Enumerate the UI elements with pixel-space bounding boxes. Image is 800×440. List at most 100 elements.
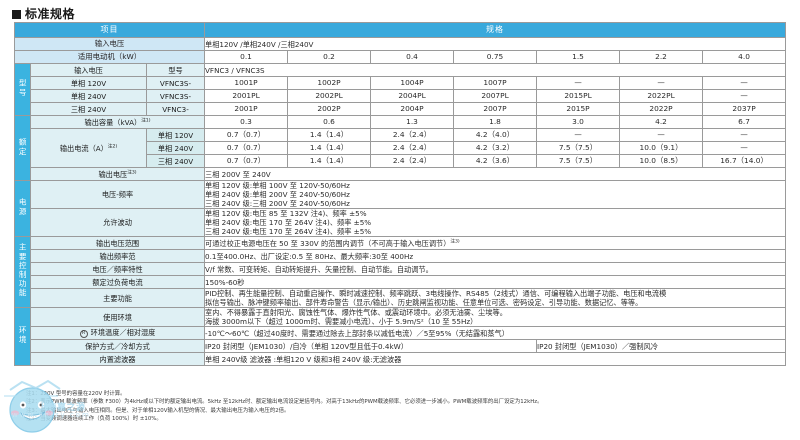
motor-kw-6: 4.0 [702,50,787,64]
capacity-1: 0.6 [287,115,372,129]
value-output-voltage: 三相 200V 至 240V [204,167,787,181]
row-protection-cooling: 保护方式／冷却方式 IP20 封闭型（JEM1030）/自冷（单相 120V型且… [15,339,787,353]
model-1p120-3: 1007P [453,76,538,90]
row-output-voltage: 输出电压注3) 三相 200V 至 240V [15,167,787,181]
model-1p120-4: — [536,76,621,90]
label-output-voltage-range: 输出电压范围 [29,236,206,250]
motor-kw-2: 0.4 [370,50,455,64]
cur-1p240-6: — [702,141,787,155]
value-operating-environment: 室内、不得暴露于直射阳光、腐蚀性气体、爆炸性气体、或震动环境中。必须无油雾、尘埃… [204,307,787,327]
circle-r-icon: R [79,330,88,339]
bullet-square-icon [12,10,21,19]
row-rated-overload-current: 额定过负荷电流 150%-60秒 [15,275,787,289]
model-3p240-6: 2037P [702,102,787,116]
model-1p240-0: 2001PL [204,89,289,103]
row-main-functions: 主要功能 PID控制、再生能量控制、自动重启操作、瞬时减速控制、频率跳跃、3电线… [15,288,787,308]
category-environment: 环境 [14,307,31,366]
value-vf-characteristic: V/f 常数、可变转矩、自动转矩提升、矢量控制、自动节能。自动调节。 [204,262,787,276]
cur-1p120-1: 1.4（1.4） [287,128,372,142]
footnote-2: 注2：表示PWM 载波频率（参数 F300）为4kHz或以下时的额定输出电流。5… [26,399,543,406]
model-3p240-2: 2004P [370,102,455,116]
cur-1p240-4: 7.5（7.5） [536,141,621,155]
row-output-capacity: 额定 输出容量（kVA）注1) 0.3 0.6 1.3 1.8 3.0 4.2 … [14,115,787,181]
row-output-current-1p120: 输出电流（A）注2) 单相 120V 0.7（0.7） 1.4（1.4） 2.4… [15,128,787,168]
row-applicable-motor: 适用电动机（kW） 0.1 0.2 0.4 0.75 1.5 2.2 4.0 [13,50,787,64]
value-protection-cooling-left: IP20 封闭型（JEM1030）/自冷（单相 120V型且低于0.4kW） [204,339,538,353]
note-ref-2: 注2) [107,144,118,150]
capacity-6: 6.7 [702,115,787,129]
row-input-voltage-top: 输入电压 单相120V /单相240V /三相240V [13,37,787,51]
motor-kw-0: 0.1 [204,50,289,64]
row-ambient-temp-humidity: R 环境温度／相对湿度 -10℃～60℃（超过40度时、需要通过除去上部封条以减低… [15,326,787,340]
cur-3p240-3: 4.2（3.6） [453,154,538,168]
cur-3p240-5: 10.0（8.5） [619,154,704,168]
page-title: 标准规格 [12,5,75,22]
cur-1p120-4: — [536,128,621,142]
cur-1p120-6: — [702,128,787,142]
footnote-4: 注4：当变频调速器连续工作（负荷 100%）时 ±10%。 [26,416,162,423]
motor-kw-1: 0.2 [287,50,372,64]
row-model-1p120: 单相 120V VFNC3S- 1001P 1002P 1004P 1007P … [15,76,787,90]
cur-1p240-0: 0.7（0.7） [204,141,289,155]
label-applicable-motor: 适用电动机（kW） [13,50,206,64]
capacity-5: 4.2 [619,115,704,129]
model-1p120-2: 1004P [370,76,455,90]
model-3p240-0: 2001P [204,102,289,116]
label-protection-cooling: 保护方式／冷却方式 [29,339,206,353]
header-item-col: 项目 [13,22,206,38]
row-vf-characteristic: 电压／频率特性 V/f 常数、可变转矩、自动转矩提升、矢量控制、自动节能。自动调… [15,262,787,276]
value-voltage-frequency: 单相 120V 级:单相 100V 至 120V-50/60Hz 单相 240V… [204,180,787,209]
capacity-0: 0.3 [204,115,289,129]
vf-line-3: 三相 240V 级:三相 200V 至 240V-50/60Hz [205,199,350,208]
cur-3p240-0: 0.7（0.7） [204,154,289,168]
value-input-voltage: 单相120V /单相240V /三相240V [204,37,787,51]
fluct-line-2: 单相 240V 级:电压 170 至 264V 注4)、频率 ±5% [205,218,372,227]
header-spec-col: 规格 [204,22,787,38]
label-operating-environment: 使用环境 [29,307,206,327]
row-model-header: 型号 输入电压 型号 VFNC3 / VFNC3S [14,63,787,116]
cur-1p240-2: 2.4（2.4） [370,141,455,155]
label-builtin-filter: 内置滤波器 [29,352,206,366]
value-ambient-temp-humidity: -10℃～60℃（超过40度时、需要通过除去上部封条以减低电流）／5至95%（无… [204,326,787,340]
model-1p240-1: 2002PL [287,89,372,103]
table-header-row: 项目 规格 [13,22,787,38]
label-voltage-frequency: 电压-频率 [29,180,206,209]
label-output-capacity: 输出容量（kVA）注1) [29,115,206,129]
row-output-voltage-range: 主要控制功能 输出电压范围 可通过校正电源电压在 50 至 330V 的范围内调… [14,236,787,308]
model-1p120-0: 1001P [204,76,289,90]
row-output-frequency-range: 输出频率范 0.1至400.0Hz、出厂设定:0.5 至 80Hz、最大频率:3… [15,249,787,263]
cur-1p120-5: — [619,128,704,142]
model-1p120-5: — [619,76,704,90]
cur-1p120-0: 0.7（0.7） [204,128,289,142]
label-output-current: 输出电流（A）注2) [30,128,147,168]
prefix-1p120v-model: VFNC3S- [145,76,206,90]
label-model-code: 型号 [145,63,206,77]
row-allowed-fluctuation: 允许波动 单相 120V 级:电压 85 至 132V 注4)、频率 ±5% 单… [15,208,787,237]
row-operating-environment: 环境 使用环境 室内、不得暴露于直射阳光、腐蚀性气体、爆炸性气体、或震动环境中。… [14,307,787,366]
note-ref-1: 注1) [141,118,151,124]
label-rated-overload-current: 额定过负荷电流 [29,275,206,289]
note-ref-3b: 注3) [450,239,460,245]
category-power: 电源 [14,180,31,237]
mainfn-line-2: 拟信号输出、脉冲键频率输出、部件寿命警告（显示/输出）、历史跳闸监视功能、任意单… [205,298,643,307]
row-model-1p240: 单相 240V VFNC3S- 2001PL 2002PL 2004PL 200… [15,89,787,103]
label-model-input-voltage: 输入电压 [30,63,147,77]
vf-line-2: 单相 240V 级:单相 200V 至 240V-50/60Hz [205,190,350,199]
label-output-frequency-range: 输出频率范 [29,249,206,263]
row-output-current-3p240: 三相 240V 0.7（0.7） 1.4（1.4） 2.4（2.4） 4.2（3… [15,154,787,168]
model-1p240-3: 2007PL [453,89,538,103]
footnote-1: 注1：220V 型号的容量在220V 时计算。 [26,391,126,397]
cur-1p240-5: 10.0（9.1） [619,141,704,155]
label-output-voltage: 输出电压注3) [29,167,206,181]
label-input-voltage: 输入电压 [13,37,206,51]
sub-current-1p120: 单相 120V [145,128,206,142]
label-ambient-temp-humidity: R 环境温度／相对湿度 [29,326,206,340]
value-model-series: VFNC3 / VFNC3S [204,63,787,77]
cur-3p240-2: 2.4（2.4） [370,154,455,168]
motor-kw-3: 0.75 [453,50,538,64]
value-output-frequency-range: 0.1至400.0Hz、出厂设定:0.5 至 80Hz、最大频率:30至 400… [204,249,787,263]
model-3p240-3: 2007P [453,102,538,116]
label-vf-characteristic: 电压／频率特性 [29,262,206,276]
value-output-voltage-range: 可通过校正电源电压在 50 至 330V 的范围内调节（不可高于输入电压调节）注… [204,236,787,250]
model-3p240-1: 2002P [287,102,372,116]
